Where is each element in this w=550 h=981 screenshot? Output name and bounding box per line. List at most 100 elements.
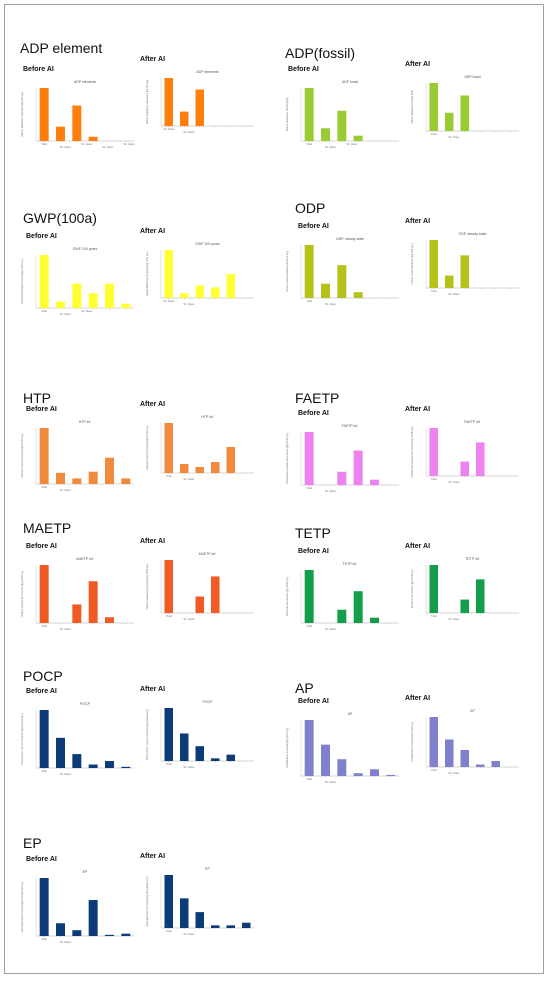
chart-before-svg: ODP, steady state Ozone Layer Depletion [… (285, 237, 399, 306)
chart-after: FAETP inf. Freshwater Aquatic Ecotoxicity… (410, 418, 525, 488)
x-tick-label: Sil. Glass (183, 617, 195, 621)
chart-title: GWP 100 years (73, 247, 98, 251)
after-ai-label: After AI (140, 538, 166, 545)
section-ep: EP Before AI After AI EP Eutrophication Pote… (20, 835, 270, 965)
x-tick-label: Sil. Glass (325, 489, 337, 493)
bar (429, 565, 439, 613)
after-ai-label: After AI (140, 401, 166, 408)
bar (210, 462, 220, 473)
section-title: ODP (295, 200, 326, 216)
bar (195, 89, 205, 126)
section-title: FAETP (295, 390, 340, 406)
bar (475, 442, 485, 476)
before-ai-label: Before AI (298, 698, 329, 705)
bar (226, 274, 236, 298)
bar (429, 428, 439, 476)
bar (226, 754, 236, 761)
chart-after-svg: MAETP inf. Marine Aquatic Ecotoxicity [kg… (145, 552, 254, 621)
bar (88, 581, 98, 623)
bar (179, 464, 189, 473)
bar (429, 717, 439, 767)
bar (72, 283, 82, 308)
bar (121, 766, 131, 768)
section-adp-fossil: ADP(fossil) Before AI After AI ADP fossil Ab… (285, 40, 535, 195)
section-title: ADP element (20, 40, 103, 56)
bar (164, 423, 174, 473)
bar (88, 471, 98, 484)
after-ai-label: After AI (405, 218, 431, 225)
x-tick-label: Sil. Glass (183, 130, 195, 134)
section-title: EP (23, 835, 42, 851)
section-gwp: GWP(100a) Before AI After AI GWP 100 years G… (20, 210, 270, 340)
chart-after-svg: ADP fossil Abiotic Depletion (fossil) [MJ… (410, 75, 519, 139)
section-title: POCP (23, 668, 63, 684)
y-axis-label: Eutrophication Potential [kg Phosphate e… (145, 876, 149, 926)
chart-before: FAETP inf. Freshwater Aquatic Ecotoxicity… (285, 422, 405, 497)
bar (241, 922, 251, 928)
before-ai-label: Before AI (26, 406, 57, 413)
chart-title: TETP inf. (465, 557, 480, 561)
bar (353, 135, 363, 141)
section-maetp: MAETP Before AI After AI MAETP inf. Marine A… (20, 520, 270, 650)
y-axis-label: Ozone Layer Depletion [kg R11 eq.] (410, 243, 414, 284)
bar (475, 764, 485, 767)
section-tetp: TETP Before AI After AI TETP inf. Terrestric… (285, 525, 535, 655)
y-axis-label: Human Toxicity Potential [kg DCB eq.] (145, 426, 149, 470)
chart-title: HTP inf. (79, 420, 92, 424)
bar (56, 301, 65, 308)
x-tick-label: Total (306, 777, 312, 781)
bar (429, 83, 439, 131)
chart-title: FAETP inf. (464, 420, 481, 424)
x-tick-label: Sil. Glass (60, 940, 72, 944)
bar (460, 461, 470, 476)
chart-after-svg: HTP inf. Human Toxicity Potential [kg DCB… (145, 415, 254, 481)
x-tick-label: Total (431, 614, 437, 618)
bar (195, 912, 205, 928)
chart-before: MAETP inf. Marine Aquatic Ecotoxicity [kg… (20, 555, 140, 635)
x-tick-label: Sil. Glass (102, 145, 114, 149)
bar (226, 925, 236, 928)
x-tick-label: Total (41, 937, 47, 941)
chart-title: POCP (203, 700, 214, 704)
bar (444, 112, 454, 131)
x-tick-label: Sil. Glass (81, 309, 93, 313)
bar (304, 88, 314, 141)
x-tick-label: Total (41, 485, 47, 489)
y-axis-label: Ozone Layer Depletion [kg R11 eq.] (285, 251, 289, 292)
chart-before: ODP, steady state Ozone Layer Depletion [… (285, 235, 405, 310)
x-tick-label: Total (306, 142, 312, 146)
y-axis-label: Terrestric Ecotoxicity [kg DCB eq.] (410, 569, 414, 608)
y-axis-label: Terrestric Ecotoxicity [kg DCB eq.] (285, 577, 289, 616)
chart-before: TETP inf. Terrestric Ecotoxicity [kg DCB … (285, 560, 405, 635)
x-tick-label: Sil. Glass (346, 142, 358, 146)
chart-before: AP Acidification Potential [kg SO2 eq.] To… (285, 710, 405, 788)
chart-before-svg: HTP inf. Human Toxicity Potential [kg DCB… (20, 420, 134, 492)
bar (56, 472, 65, 484)
bar (179, 111, 189, 126)
y-axis-label: Freshwater Aquatic Ecotoxicity [kg DCB e… (285, 433, 289, 484)
bar (321, 744, 330, 776)
x-tick-label: Sil. Glass (448, 135, 460, 139)
bar (56, 126, 65, 141)
bar (39, 565, 49, 623)
figure-frame (4, 4, 544, 974)
chart-title: ADP elements (196, 70, 219, 74)
chart-after-svg: FAETP inf. Freshwater Aquatic Ecotoxicity… (410, 420, 519, 484)
y-axis-label: Global Warming Potential [kg CO2 eq.] (145, 251, 149, 296)
y-axis-label: Acidification Potential [kg SO2 eq.] (410, 722, 414, 762)
chart-before-svg: MAETP inf. Marine Aquatic Ecotoxicity [kg… (20, 557, 134, 631)
bar (321, 128, 330, 141)
chart-after: EP Eutrophication Potential [kg Phosphate… (145, 865, 260, 940)
bar (337, 110, 347, 141)
bar (39, 878, 49, 936)
bar (164, 875, 174, 928)
chart-title: MAETP inf. (76, 557, 94, 561)
x-tick-label: Total (431, 768, 437, 772)
bar (337, 609, 347, 623)
chart-title: ADP elements (74, 80, 97, 84)
y-axis-label: Marine Aquatic Ecotoxicity [kg DCB eq.] (20, 571, 24, 617)
chart-after: HTP inf. Human Toxicity Potential [kg DCB… (145, 413, 260, 485)
chart-title: FAETP inf. (342, 424, 359, 428)
y-axis-label: Acidification Potential [kg SO2 eq.] (285, 728, 289, 768)
x-tick-label: Sil. Glass (325, 780, 337, 784)
